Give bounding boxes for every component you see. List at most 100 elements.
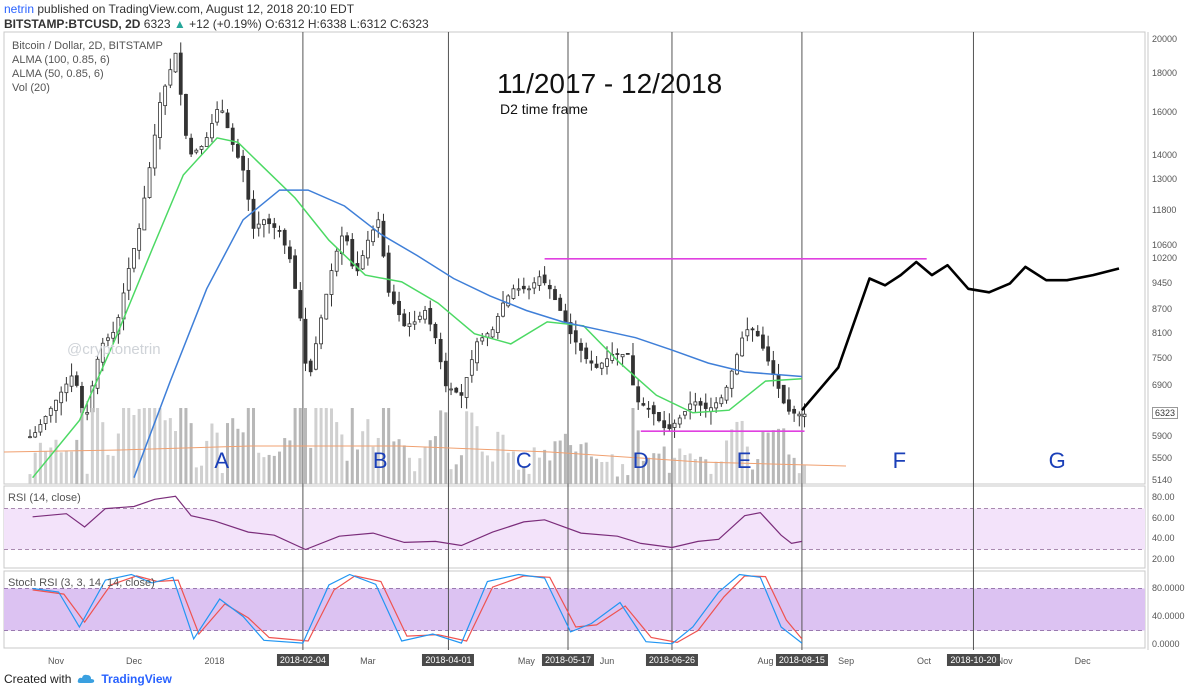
ohlc-close: C:6323	[389, 17, 429, 31]
publish-line: netrin published on TradingView.com, Aug…	[4, 2, 354, 16]
price-tick-label: 5900	[1152, 430, 1173, 441]
candle	[241, 155, 246, 171]
last-price: 6323	[143, 17, 171, 31]
tradingview-cloud-icon	[78, 674, 95, 683]
volume-bar	[153, 408, 157, 484]
volume-bar	[283, 438, 287, 484]
stoch-rsi-title: Stoch RSI (3, 3, 14, 14, close)	[8, 577, 155, 589]
candle	[443, 360, 448, 387]
candle	[282, 229, 287, 246]
volume-bar	[116, 433, 120, 484]
volume-bar	[418, 458, 422, 484]
author-name[interactable]: netrin	[4, 2, 35, 16]
volume-bar	[397, 439, 401, 484]
volume-bar	[106, 454, 110, 484]
candle	[417, 315, 422, 320]
candle	[480, 337, 485, 342]
rsi-tick-label: 40.00	[1152, 533, 1175, 544]
stoch-tick-label: 40.0000	[1152, 610, 1185, 621]
candle	[147, 167, 152, 198]
candle	[490, 329, 495, 338]
candle	[220, 110, 225, 113]
candle	[178, 52, 183, 95]
candle	[137, 228, 142, 251]
volume-bar	[413, 471, 417, 484]
volume-bar	[90, 408, 94, 484]
candle	[189, 137, 194, 155]
volume-bar	[485, 455, 489, 484]
candle	[631, 355, 635, 386]
candle	[28, 436, 32, 439]
candle	[158, 102, 162, 138]
candle	[376, 219, 381, 228]
volume-bar	[641, 460, 645, 484]
tradingview-brand[interactable]: TradingView	[101, 672, 172, 686]
price-tick-label: 10200	[1152, 252, 1178, 263]
volume-bar	[704, 459, 708, 484]
volume-bar	[719, 461, 723, 484]
candle	[677, 417, 682, 425]
volume-bar	[59, 452, 63, 484]
candle	[334, 250, 339, 272]
candle	[194, 149, 199, 153]
price-tick-label: 6900	[1152, 379, 1173, 390]
volume-bar	[771, 430, 775, 484]
volume-bar	[626, 475, 630, 484]
volume-bar	[142, 408, 146, 484]
candle	[771, 360, 776, 375]
candle	[688, 403, 693, 410]
candle	[605, 358, 609, 367]
volume-bar	[574, 451, 578, 484]
candle	[719, 397, 724, 405]
volume-bar	[236, 428, 240, 484]
candle	[397, 300, 401, 316]
volume-bar	[569, 445, 573, 484]
rsi-band	[4, 508, 1145, 550]
candle	[345, 235, 349, 242]
author-watermark: @cryptonetrin	[67, 341, 161, 358]
candle	[360, 255, 365, 270]
volume-bar	[579, 444, 583, 484]
price-tick-label: 10600	[1152, 240, 1178, 251]
volume-bar	[335, 422, 339, 484]
x-month-label: Dec	[1074, 656, 1091, 666]
candle	[287, 246, 292, 260]
volume-bar	[433, 436, 437, 484]
volume-bar	[272, 455, 276, 484]
candle	[246, 170, 251, 200]
price-tick-label: 14000	[1152, 149, 1178, 160]
price-tick-label: 7500	[1152, 352, 1173, 363]
candle	[298, 290, 303, 319]
volume-bar	[610, 454, 614, 484]
created-with-label: Created with	[4, 672, 72, 686]
candle	[236, 143, 240, 158]
candle	[584, 347, 589, 360]
volume-bar	[699, 456, 703, 484]
volume-bar	[511, 451, 515, 484]
x-date-label: 2018-04-01	[422, 654, 475, 666]
candle	[563, 310, 568, 323]
volume-bar	[595, 458, 599, 484]
candle	[74, 375, 79, 386]
volume-bar	[683, 455, 687, 484]
candle	[724, 386, 729, 401]
candle	[48, 407, 53, 416]
candle	[251, 198, 256, 229]
volume-bar	[532, 447, 536, 484]
candle	[662, 420, 667, 429]
price-tick-label: 5140	[1152, 475, 1173, 486]
candle	[324, 293, 329, 320]
alma-line-0	[32, 137, 802, 479]
candle	[594, 363, 599, 368]
candle	[537, 276, 542, 286]
volume-bar	[179, 408, 183, 484]
volume-bar	[543, 449, 547, 484]
volume-bar	[376, 437, 380, 484]
volume-bar	[600, 462, 604, 484]
overlay-label-symbol: Bitcoin / Dollar, 2D, BITSTAMP	[12, 40, 163, 52]
volume-bar	[496, 431, 500, 484]
candle	[256, 223, 261, 229]
candle	[579, 342, 583, 351]
